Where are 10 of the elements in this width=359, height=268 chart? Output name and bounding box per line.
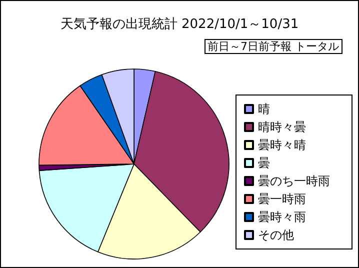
legend-label: その他 xyxy=(258,228,294,242)
legend-label: 曇時々晴 xyxy=(258,138,306,152)
legend-label: 曇のち一時雨 xyxy=(258,174,330,188)
legend-label: 晴 xyxy=(258,102,270,116)
legend-label: 曇 xyxy=(258,156,270,170)
legend-label: 晴時々曇 xyxy=(258,120,306,134)
chart-title: 天気予報の出現統計 2022/10/1～10/31 xyxy=(60,17,299,32)
legend-label: 曇時々雨 xyxy=(258,210,306,224)
legend-label: 曇一時雨 xyxy=(258,192,306,206)
chart-subtitle: 前日～7日前予報 トータル xyxy=(208,40,340,53)
